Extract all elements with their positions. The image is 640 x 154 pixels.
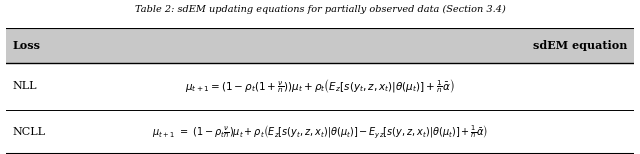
- Text: $\mu_{t+1} \ = \ (1 - \rho_t \frac{\nu}{n})\mu_t + \rho_t \left(E_z[s(y_t, z, x_: $\mu_{t+1} \ = \ (1 - \rho_t \frac{\nu}{…: [152, 124, 488, 140]
- Text: sdEM equation: sdEM equation: [533, 40, 627, 51]
- Text: NLL: NLL: [13, 81, 37, 91]
- Text: Table 2: sdEM updating equations for partially observed data (Section 3.4): Table 2: sdEM updating equations for par…: [134, 5, 506, 14]
- Text: Loss: Loss: [13, 40, 41, 51]
- Text: NCLL: NCLL: [13, 127, 45, 137]
- FancyBboxPatch shape: [6, 28, 634, 63]
- Text: $\mu_{t+1} = (1 - \rho_t(1 + \frac{\nu}{n}))\mu_t + \rho_t \left(E_z[s(y_t, z, x: $\mu_{t+1} = (1 - \rho_t(1 + \frac{\nu}{…: [185, 78, 455, 95]
